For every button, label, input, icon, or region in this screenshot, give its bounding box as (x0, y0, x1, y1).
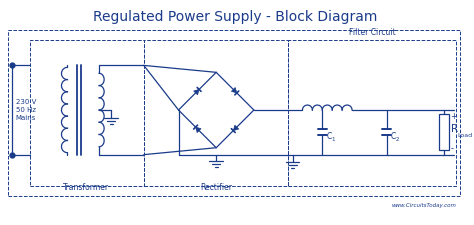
Polygon shape (231, 88, 237, 93)
Polygon shape (233, 125, 239, 131)
Text: Filter Circuit: Filter Circuit (348, 28, 395, 37)
Text: C: C (326, 132, 331, 141)
Polygon shape (194, 89, 199, 95)
Polygon shape (196, 127, 201, 133)
Text: 230 V
50 Hz
Mains: 230 V 50 Hz Mains (16, 99, 36, 121)
Text: Rectifier: Rectifier (200, 183, 232, 192)
Text: 2: 2 (396, 137, 399, 142)
Bar (144, 40, 288, 186)
Bar (8, 30, 460, 196)
Bar (30, 40, 144, 186)
Text: www.CircuitsToday.com: www.CircuitsToday.com (392, 203, 456, 208)
Text: Regulated Power Supply - Block Diagram: Regulated Power Supply - Block Diagram (93, 10, 377, 24)
Text: 1: 1 (331, 137, 335, 142)
Text: C: C (391, 132, 396, 141)
Text: R: R (451, 124, 458, 134)
Bar (288, 40, 456, 186)
Text: Transformer: Transformer (63, 183, 109, 192)
Text: -: - (450, 144, 453, 153)
Bar (439, 115, 449, 150)
Text: Load: Load (457, 133, 472, 138)
Text: +: + (450, 112, 457, 121)
